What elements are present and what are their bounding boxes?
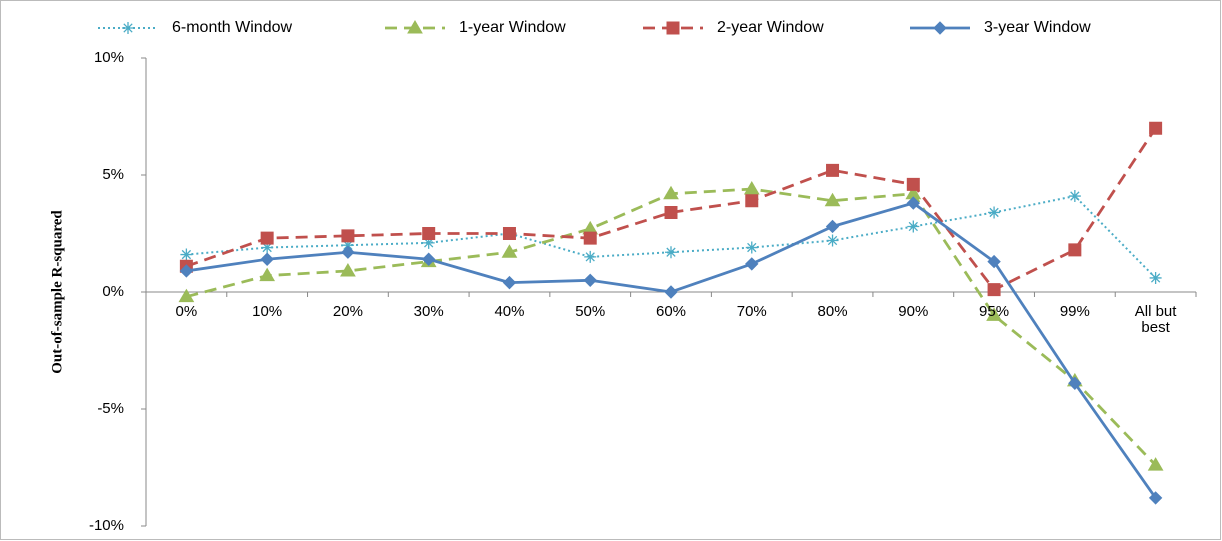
x-tick-label: 60% bbox=[655, 303, 687, 320]
x-tick-label: 95% bbox=[979, 303, 1010, 320]
data-point bbox=[502, 275, 517, 290]
data-point bbox=[1068, 190, 1081, 203]
data-point bbox=[907, 220, 920, 233]
legend-label: 1-year Window bbox=[459, 19, 566, 36]
y-axis-title: Out-of-sample R-squared bbox=[49, 210, 65, 374]
data-point bbox=[825, 219, 840, 234]
data-point bbox=[1147, 457, 1164, 471]
data-point bbox=[583, 273, 597, 288]
data-point bbox=[422, 227, 436, 240]
data-point bbox=[422, 236, 435, 249]
legend-marker bbox=[933, 21, 947, 35]
data-point bbox=[340, 262, 356, 277]
data-point bbox=[664, 205, 678, 219]
data-point bbox=[745, 241, 758, 254]
legend-marker bbox=[122, 22, 134, 34]
series-line bbox=[186, 187, 1157, 467]
data-point bbox=[341, 245, 355, 259]
x-tick-label: 30% bbox=[413, 303, 444, 320]
x-tick-label: 10% bbox=[252, 303, 283, 320]
data-point bbox=[180, 248, 193, 261]
y-tick-label: 10% bbox=[94, 49, 124, 66]
data-point bbox=[1148, 491, 1163, 505]
data-point bbox=[260, 231, 274, 245]
data-point bbox=[260, 252, 274, 266]
data-point bbox=[1068, 243, 1082, 257]
legend-label: 2-year Window bbox=[717, 19, 824, 36]
x-tick-label: 90% bbox=[898, 303, 929, 320]
data-point bbox=[178, 288, 195, 303]
x-tick-label: 50% bbox=[575, 303, 606, 320]
x-tick-label: 40% bbox=[494, 303, 525, 320]
data-point bbox=[987, 283, 1001, 297]
data-point bbox=[826, 234, 839, 247]
x-tick-label: 20% bbox=[332, 303, 363, 320]
data-point bbox=[663, 185, 679, 200]
data-point bbox=[665, 246, 677, 259]
data-point bbox=[824, 192, 841, 207]
data-point bbox=[421, 252, 436, 266]
x-tick-label: 99% bbox=[1059, 303, 1090, 320]
x-tick-label: All but best bbox=[1134, 303, 1177, 336]
data-point bbox=[906, 196, 921, 210]
data-point bbox=[664, 285, 678, 299]
data-point bbox=[986, 307, 1002, 321]
x-tick-label: 0% bbox=[175, 303, 198, 320]
data-point bbox=[1149, 271, 1162, 284]
legend-label: 3-year Window bbox=[984, 19, 1091, 36]
data-point bbox=[745, 257, 759, 271]
legend-marker bbox=[666, 21, 680, 35]
data-point bbox=[988, 206, 1001, 219]
data-point bbox=[341, 239, 354, 252]
data-point bbox=[341, 229, 355, 243]
y-tick-label: -5% bbox=[97, 400, 124, 417]
data-point bbox=[584, 250, 597, 263]
y-tick-label: 5% bbox=[102, 166, 124, 183]
y-tick-label: 0% bbox=[102, 283, 124, 300]
data-point bbox=[501, 244, 518, 258]
x-tick-label: 80% bbox=[817, 303, 848, 320]
legend-marker bbox=[407, 20, 423, 34]
data-point bbox=[502, 227, 516, 240]
data-point bbox=[826, 163, 840, 177]
data-point bbox=[259, 267, 276, 282]
x-tick-label: 70% bbox=[736, 303, 767, 320]
y-tick-label: -10% bbox=[89, 517, 124, 534]
legend-label: 6-month Window bbox=[172, 19, 292, 36]
data-point bbox=[583, 231, 597, 245]
data-point bbox=[261, 241, 274, 254]
data-point bbox=[906, 177, 920, 191]
data-point bbox=[179, 264, 194, 278]
data-point bbox=[1149, 121, 1163, 135]
data-point bbox=[745, 194, 759, 208]
data-point bbox=[987, 254, 1001, 269]
data-point bbox=[1068, 376, 1082, 390]
data-point bbox=[743, 181, 760, 195]
